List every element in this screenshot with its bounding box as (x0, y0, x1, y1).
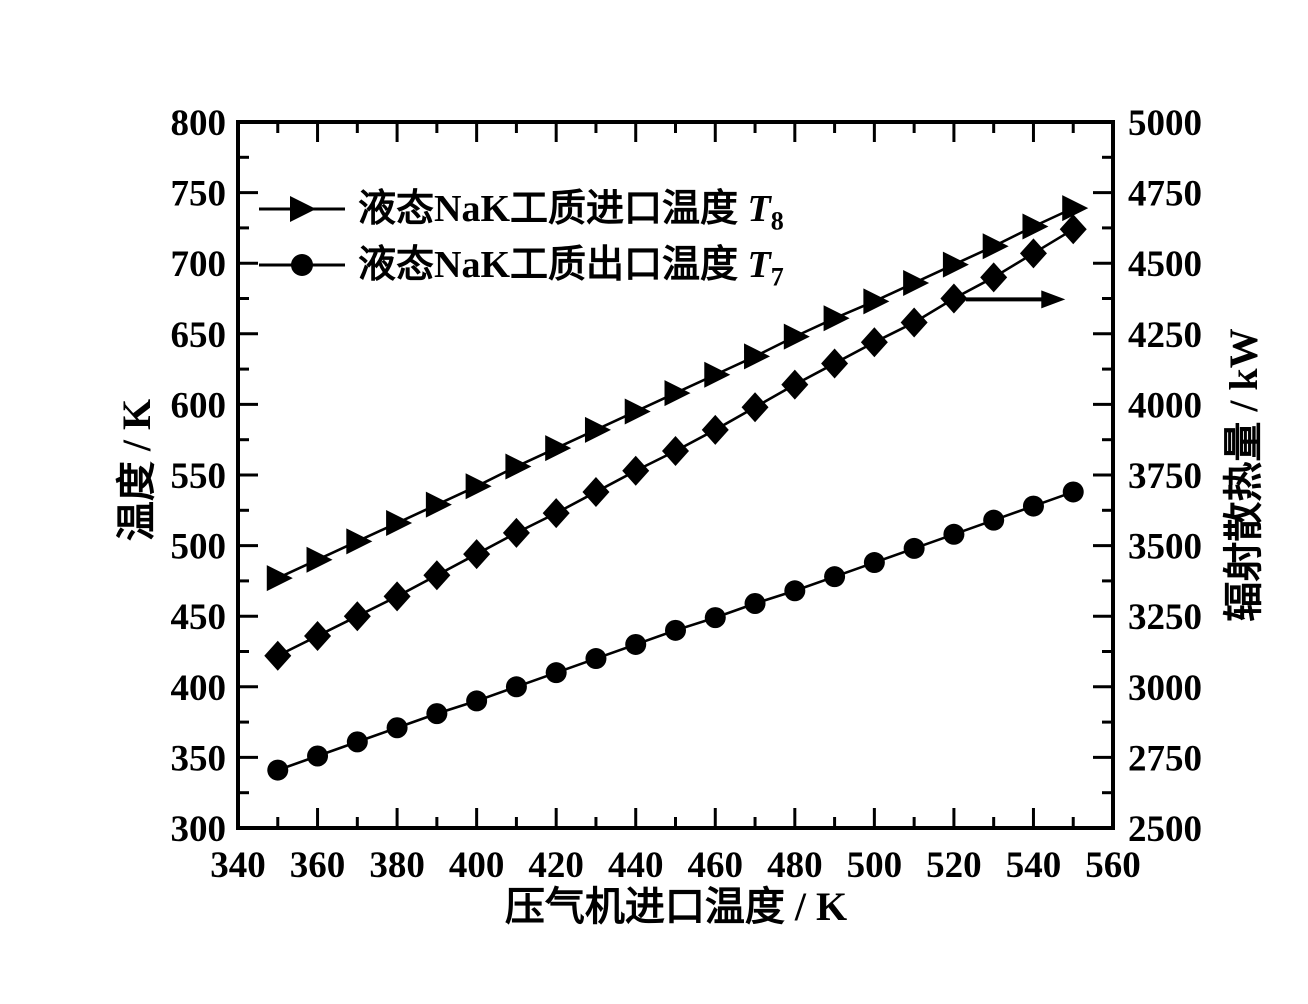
y-right-tick-label: 3750 (1128, 456, 1202, 497)
legend: 液态NaK工质进口温度 T8 液态NaK工质出口温度 T7 (256, 186, 784, 290)
series-1 (267, 481, 1084, 781)
y-left-tick-label: 600 (171, 385, 227, 426)
y-left-tick-label: 350 (171, 738, 227, 779)
x-axis-title: 压气机进口温度 / K (504, 884, 848, 929)
x-tick-label: 420 (528, 845, 584, 886)
legend-label-t7: 液态NaK工质出口温度 T7 (358, 242, 784, 290)
series-0 (266, 195, 1089, 592)
legend-item-t7: 液态NaK工质出口温度 T7 (256, 242, 784, 290)
y-right-tick-label: 3250 (1128, 597, 1202, 638)
x-tick-label: 440 (608, 845, 664, 886)
y-left-tick-label: 650 (171, 315, 227, 356)
legend-symbol: T (747, 244, 771, 286)
triangle-right-marker-icon (259, 196, 345, 222)
x-tick-label: 460 (688, 845, 744, 886)
x-tick-label: 480 (767, 845, 823, 886)
x-tick-label: 360 (290, 845, 346, 886)
y-right-tick-label: 5000 (1128, 103, 1202, 144)
y-left-tick-label: 500 (171, 527, 227, 568)
y-right-axis-title: 辐射散热量 / kW (1221, 328, 1266, 622)
x-tick-label: 380 (369, 845, 425, 886)
right-axis-arrow (965, 290, 1066, 309)
legend-symbol: T (747, 188, 771, 230)
legend-text: 液态NaK工质进口温度 (358, 188, 748, 230)
y-right-tick-label: 3500 (1128, 527, 1202, 568)
y-left-tick-label: 300 (171, 809, 227, 850)
legend-subscript: 7 (770, 262, 784, 292)
x-tick-label: 340 (210, 845, 266, 886)
y-left-tick-label: 450 (171, 597, 227, 638)
y-left-tick-label: 700 (171, 244, 227, 285)
x-tick-label: 560 (1085, 845, 1141, 886)
y-left-tick-label: 800 (171, 103, 227, 144)
y-right-tick-label: 4750 (1128, 174, 1202, 215)
y-right-tick-label: 4250 (1128, 315, 1202, 356)
legend-text: 液态NaK工质出口温度 (358, 244, 748, 286)
circle-marker-icon (259, 254, 345, 276)
x-tick-label: 540 (1006, 845, 1062, 886)
y-right-tick-label: 4000 (1128, 385, 1202, 426)
x-tick-label: 520 (926, 845, 982, 886)
plot-border (236, 120, 1115, 830)
y-right-tick-label: 4500 (1128, 244, 1202, 285)
y-left-axis-title: 温度 / K (114, 398, 159, 542)
y-left-tick-label: 750 (171, 174, 227, 215)
y-left-tick-label: 550 (171, 456, 227, 497)
y-left-tick-label: 400 (171, 668, 227, 709)
legend-item-t8: 液态NaK工质进口温度 T8 (256, 186, 784, 234)
series-2 (264, 214, 1087, 671)
x-tick-label: 500 (847, 845, 903, 886)
legend-subscript: 8 (770, 206, 784, 236)
y-right-tick-label: 3000 (1128, 668, 1202, 709)
y-right-tick-label: 2500 (1128, 809, 1202, 850)
y-right-tick-label: 2750 (1128, 738, 1202, 779)
legend-label-t8: 液态NaK工质进口温度 T8 (358, 186, 784, 234)
x-tick-label: 400 (449, 845, 505, 886)
